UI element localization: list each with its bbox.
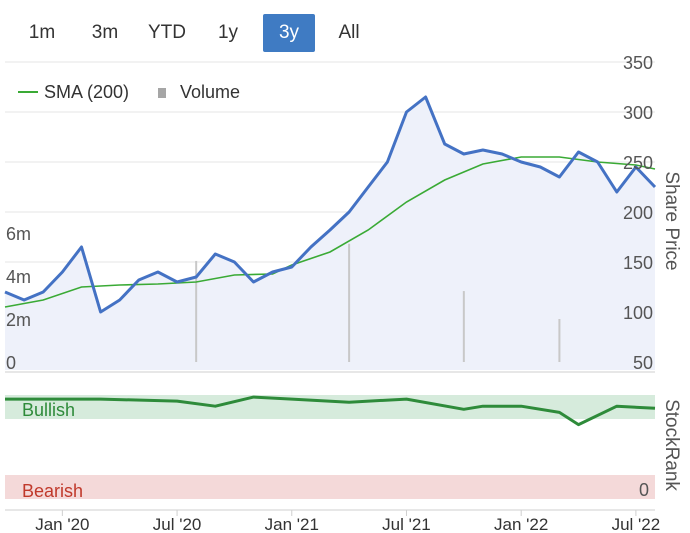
- price-tick-label: 300: [623, 103, 653, 123]
- legend-sma-label: SMA (200): [44, 82, 129, 102]
- bearish-band: [5, 475, 655, 499]
- range-button-1y[interactable]: 1y: [217, 22, 239, 43]
- stockrank-axis-label: StockRank: [661, 399, 682, 491]
- x-axis: Jan '20 Jul '20 Jan '21 Jul '21 Jan '22 Jul '…: [5, 509, 661, 533]
- volume-tick-label: 6m: [6, 224, 31, 244]
- stockrank-line: [5, 395, 656, 427]
- price-area: [5, 97, 655, 370]
- range-button-all[interactable]: All: [338, 22, 360, 43]
- range-button-1m[interactable]: 1m: [28, 22, 56, 43]
- x-tick-label: Jan '22: [494, 515, 548, 533]
- price-panel: 350 300 250 200 150 100 50 6m 4m 2m 0 Share Price: [4, 53, 682, 373]
- volume-bar: [195, 260, 198, 362]
- volume-tick-label: 2m: [6, 310, 31, 330]
- volume-legend-swatch: [158, 88, 166, 98]
- price-tick-label: 150: [623, 253, 653, 273]
- volume-bar: [462, 291, 465, 362]
- x-tick-label: Jul '21: [382, 515, 431, 533]
- price-tick-label: 100: [623, 303, 653, 323]
- price-tick-label: 350: [623, 53, 653, 73]
- bearish-label: Bearish: [22, 481, 83, 501]
- price-tick-label: 250: [623, 153, 653, 173]
- rank-tick-label: 0: [639, 480, 649, 500]
- bullish-label: Bullish: [22, 400, 75, 420]
- volume-bar: [558, 319, 561, 362]
- legend-volume-label: Volume: [180, 82, 240, 102]
- share-price-axis-label: Share Price: [661, 171, 682, 270]
- chart-legend: SMA (200) Volume: [18, 82, 240, 102]
- range-button-3y[interactable]: 3y: [263, 14, 315, 52]
- sma-line: [4, 156, 656, 308]
- price-tick-label: 200: [623, 203, 653, 223]
- volume-bar: [348, 243, 351, 362]
- stockrank-panel: Bullish Bearish 0 StockRank: [5, 395, 682, 501]
- x-tick-label: Jul '22: [612, 515, 661, 533]
- volume-tick-label: 0: [6, 353, 16, 373]
- price-tick-label: 50: [633, 353, 653, 373]
- price-line: [4, 95, 657, 314]
- x-tick-label: Jan '21: [265, 515, 319, 533]
- x-tick-label: Jul '20: [153, 515, 202, 533]
- volume-tick-label: 4m: [6, 267, 31, 287]
- range-button-3m[interactable]: 3m: [91, 22, 119, 43]
- range-button-ytd[interactable]: YTD: [148, 22, 186, 43]
- x-tick-label: Jan '20: [35, 515, 89, 533]
